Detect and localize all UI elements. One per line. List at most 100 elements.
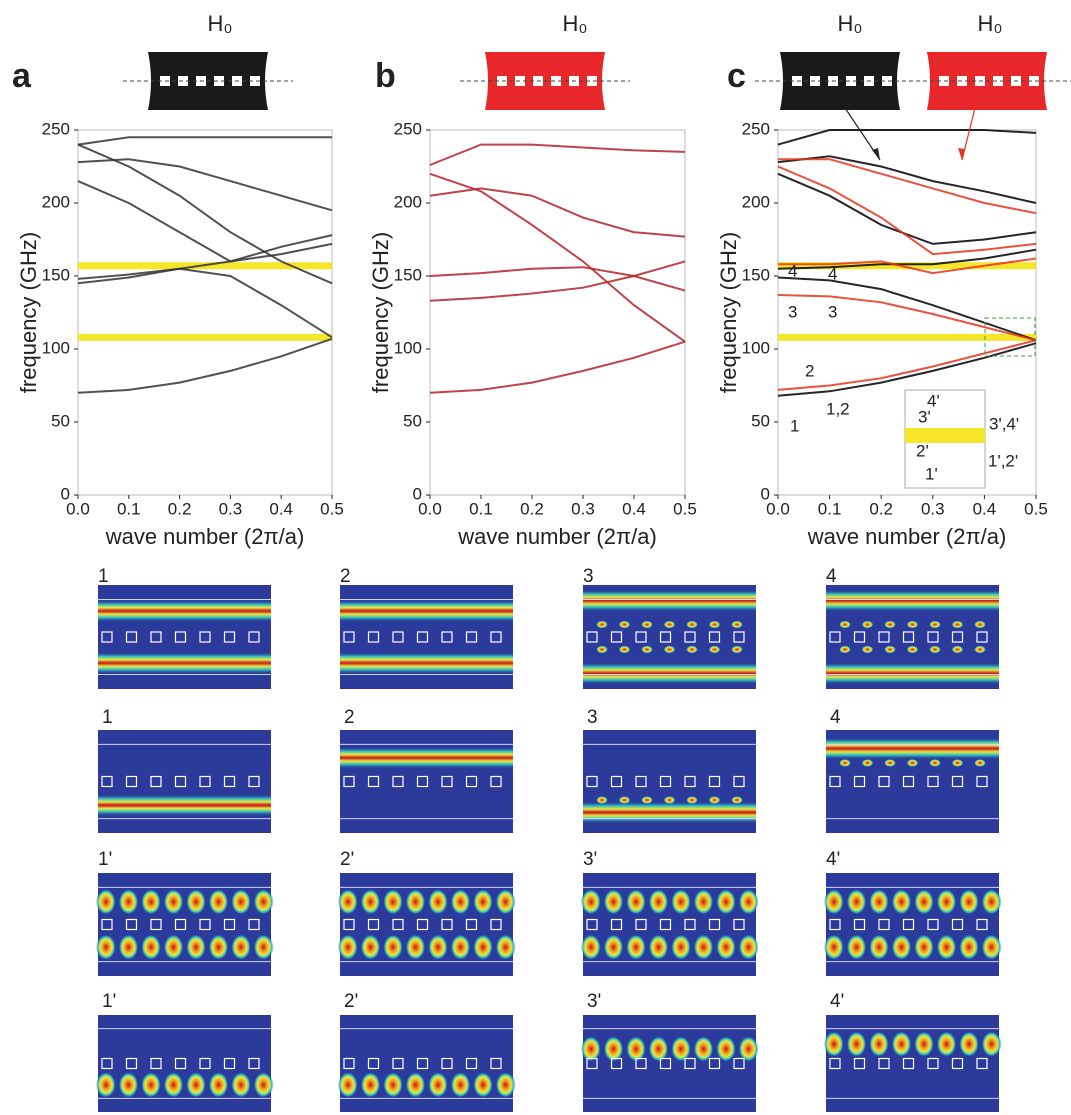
field-spot	[428, 889, 448, 915]
field-spot	[496, 934, 516, 960]
field-spot	[907, 621, 919, 629]
y-tick-label: 150	[394, 265, 422, 284]
band-curve	[78, 159, 332, 210]
y-axis-label: frequency (GHz)	[716, 232, 741, 393]
figure: aH₀0501001502002500.00.10.20.30.40.5wave…	[0, 0, 1071, 1115]
x-tick-label: 0.1	[818, 499, 842, 518]
field-spot	[884, 645, 896, 653]
y-tick-label: 250	[394, 119, 422, 138]
field-spot	[952, 645, 964, 653]
field-spot	[982, 889, 1002, 915]
field-spot	[847, 1031, 867, 1057]
band-curve	[778, 174, 1036, 244]
field-spot	[664, 796, 676, 804]
field-spot	[383, 889, 403, 915]
annotation: 3	[788, 302, 797, 321]
map-label: 1'	[98, 849, 112, 870]
annotation: 1',2'	[988, 451, 1018, 470]
map-label: 3'	[583, 849, 597, 870]
y-tick-label: 50	[751, 411, 770, 430]
field-spot	[254, 1072, 274, 1098]
field-spot	[982, 1031, 1002, 1057]
y-tick-label: 100	[742, 338, 770, 357]
field-spot	[186, 1072, 206, 1098]
x-tick-label: 0.3	[571, 499, 595, 518]
band-curve	[778, 295, 1036, 340]
band-curve	[778, 340, 1036, 390]
field-map	[583, 873, 756, 976]
field-spot	[739, 889, 759, 915]
annotation: 1'	[925, 464, 938, 483]
field-spot	[869, 889, 889, 915]
map-label: 3	[583, 566, 594, 587]
x-axis-label: wave number (2π/a)	[807, 524, 1007, 549]
field-spot	[119, 1072, 139, 1098]
field-spot	[937, 934, 957, 960]
annotation: 3',4'	[989, 414, 1019, 433]
band-curve	[78, 181, 332, 261]
map-label: 3'	[587, 991, 601, 1012]
x-axis-label: wave number (2π/a)	[457, 524, 657, 549]
field-spot	[839, 621, 851, 629]
field-spot	[361, 934, 381, 960]
y-axis-label: frequency (GHz)	[368, 232, 393, 393]
x-tick-label: 0.5	[673, 499, 697, 518]
field-map	[98, 873, 271, 976]
field-spot	[96, 934, 116, 960]
x-tick-label: 0.3	[219, 499, 243, 518]
field-spot	[709, 645, 721, 653]
field-spot	[686, 796, 698, 804]
field-spot	[473, 1072, 493, 1098]
map-label: 1'	[102, 991, 116, 1012]
field-stripe	[583, 662, 756, 684]
map-label: 1	[102, 707, 113, 728]
field-spot	[186, 889, 206, 915]
x-axis-label: wave number (2π/a)	[105, 524, 305, 549]
field-spot	[581, 934, 601, 960]
field-spot	[974, 621, 986, 629]
field-spot	[451, 889, 471, 915]
field-spot	[884, 621, 896, 629]
field-spot	[914, 1031, 934, 1057]
field-spot	[604, 889, 624, 915]
field-spot	[824, 1031, 844, 1057]
band-curve	[778, 156, 1036, 203]
band-curve	[778, 130, 1036, 145]
field-spot	[839, 759, 851, 767]
field-spot	[731, 796, 743, 804]
field-map	[826, 873, 999, 976]
annotation: 1	[790, 416, 799, 435]
field-spot	[664, 645, 676, 653]
field-spot	[862, 759, 874, 767]
field-stripe	[826, 662, 999, 684]
map-label: 2'	[344, 991, 358, 1012]
field-spot	[496, 1072, 516, 1098]
map-label: 4'	[826, 849, 840, 870]
x-tick-label: 0.1	[469, 499, 493, 518]
x-tick-label: 0.3	[921, 499, 945, 518]
field-spot	[428, 934, 448, 960]
annotation: 3'	[918, 407, 931, 426]
map-label: 4	[830, 707, 841, 728]
field-spot	[231, 934, 251, 960]
y-axis-label: frequency (GHz)	[16, 232, 41, 393]
field-spot	[847, 889, 867, 915]
field-spot	[164, 889, 184, 915]
field-spot	[141, 934, 161, 960]
field-spot	[974, 759, 986, 767]
annotation: 1,2	[826, 399, 850, 418]
field-spot	[604, 934, 624, 960]
field-spot	[338, 1072, 358, 1098]
field-spot	[254, 934, 274, 960]
plot-frame	[430, 130, 685, 495]
header: H₀	[562, 11, 587, 36]
field-spot	[209, 934, 229, 960]
field-spot	[231, 1072, 251, 1098]
field-spot	[694, 934, 714, 960]
field-spot	[596, 796, 608, 804]
field-spot	[619, 645, 631, 653]
band-curve	[78, 339, 332, 393]
field-spot	[892, 934, 912, 960]
x-tick-label: 0.0	[766, 499, 790, 518]
y-tick-label: 50	[403, 411, 422, 430]
